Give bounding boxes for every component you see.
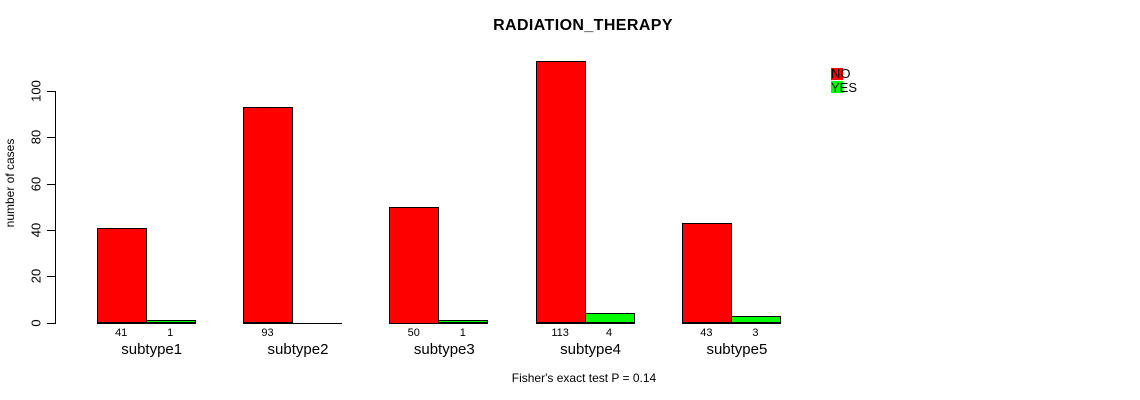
- category-label-subtype5: subtype5: [706, 341, 768, 358]
- bar-no-subtype4: [535, 60, 586, 324]
- y-axis-label: number of cases: [3, 138, 17, 228]
- category-label-subtype2: subtype2: [267, 341, 329, 358]
- bar-value-label: 3: [752, 327, 759, 339]
- fisher-test-annotation: Fisher's exact test P = 0.14: [511, 371, 657, 385]
- y-tick-label: 40: [28, 222, 44, 238]
- y-tick: [47, 137, 55, 139]
- y-tick-label: 80: [28, 130, 44, 145]
- bar-yes-subtype2: [292, 322, 342, 324]
- y-tick-label: 0: [28, 318, 44, 327]
- bar-yes-subtype1: [145, 320, 196, 324]
- bar-value-label: 41: [115, 327, 128, 339]
- bar-no-subtype1: [96, 227, 147, 324]
- bar-yes-subtype5: [730, 315, 781, 324]
- y-axis-line: [55, 91, 56, 324]
- y-tick: [47, 276, 55, 278]
- bar-value-label: 1: [459, 327, 466, 339]
- y-tick-label: 60: [28, 176, 44, 191]
- legend-swatch-yes: [831, 81, 843, 93]
- legend-label-yes: YES: [831, 79, 858, 95]
- category-label-subtype1: subtype1: [121, 341, 183, 358]
- bar-value-label: 4: [606, 327, 613, 339]
- bar-yes-subtype3: [438, 320, 489, 324]
- y-tick-label: 20: [28, 268, 44, 284]
- bar-value-label: 43: [700, 327, 713, 339]
- bar-value-label: 93: [261, 327, 274, 339]
- y-tick: [47, 322, 55, 324]
- bar-no-subtype5: [681, 222, 732, 324]
- legend-swatch-no: [831, 67, 843, 80]
- category-label-subtype3: subtype3: [413, 341, 475, 358]
- chart-title: RADIATION_THERAPY: [493, 17, 673, 34]
- bar-value-label: 113: [551, 327, 569, 339]
- y-tick: [47, 183, 55, 185]
- legend-label-no: NO: [831, 66, 851, 81]
- category-label-subtype4: subtype4: [560, 341, 622, 358]
- y-tick: [47, 229, 55, 231]
- bar-value-label: 1: [167, 327, 174, 339]
- bar-value-label: 50: [407, 327, 420, 339]
- y-tick-label: 100: [28, 80, 44, 102]
- bar-no-subtype3: [389, 206, 440, 324]
- bar-yes-subtype4: [584, 313, 635, 324]
- y-tick: [47, 91, 55, 92]
- bar-no-subtype2: [243, 107, 293, 324]
